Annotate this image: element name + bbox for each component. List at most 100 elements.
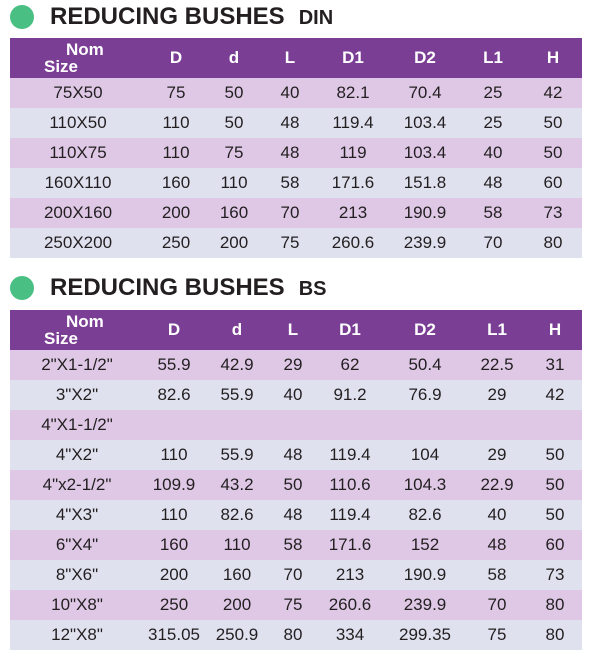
- din-section-title: REDUCING BUSHES DIN: [10, 2, 333, 32]
- value-cell: 82.6: [408, 505, 442, 524]
- table-row: 110X75 110 75 48 119 103.4 40 50: [10, 138, 582, 168]
- value-cell: 160: [159, 535, 189, 554]
- value-cell: 50: [543, 113, 563, 132]
- size-cell: 4"x2-1/2": [42, 475, 112, 494]
- bs-section-title: REDUCING BUSHES BS: [10, 273, 327, 303]
- value-cell: 55.9: [220, 445, 254, 464]
- value-cell: 119.4: [329, 505, 371, 524]
- value-cell: 76.9: [408, 385, 442, 404]
- header-D1: D1: [342, 48, 364, 67]
- value-cell: 110: [162, 143, 190, 162]
- table-row: 4"X2" 110 55.9 48 119.4 104 29 50: [10, 440, 582, 470]
- value-cell: 60: [543, 173, 563, 192]
- header-nom-size: Nom Size: [10, 310, 144, 350]
- value-cell: 104: [410, 445, 440, 464]
- size-cell: 75X50: [53, 83, 103, 102]
- value-cell: 22.5: [480, 355, 514, 374]
- value-cell: 29: [283, 355, 303, 374]
- table-row: 3"X2" 82.6 55.9 40 91.2 76.9 29 42: [10, 380, 582, 410]
- value-cell: 110: [160, 505, 188, 524]
- value-cell: 119.4: [332, 113, 374, 132]
- table-row: 200X160 200 160 70 213 190.9 58 73: [10, 198, 582, 228]
- value-cell: 48: [283, 445, 303, 464]
- size-cell: 2"X1-1/2": [41, 355, 113, 374]
- value-cell: 110: [223, 535, 251, 554]
- table-row: 4"x2-1/2" 109.9 43.2 50 110.6 104.3 22.9 50: [10, 470, 582, 500]
- value-cell: 42: [545, 385, 565, 404]
- value-cell: 50: [543, 143, 563, 162]
- value-cell: 40: [283, 385, 303, 404]
- value-cell: 50: [283, 475, 303, 494]
- value-cell: 239.9: [403, 595, 447, 614]
- value-cell: 62: [340, 355, 360, 374]
- value-cell: 250: [159, 595, 189, 614]
- value-cell: 40: [487, 505, 507, 524]
- header-D: D: [169, 48, 183, 67]
- header-H: H: [546, 48, 560, 67]
- value-cell: 213: [335, 565, 365, 584]
- value-cell: 103.4: [403, 143, 447, 162]
- value-cell: 29: [487, 385, 507, 404]
- header-d: d: [231, 320, 243, 339]
- value-cell: 70: [483, 233, 503, 252]
- value-cell: 260.6: [331, 233, 375, 252]
- value-cell: [144, 410, 204, 440]
- value-cell: 42.9: [220, 355, 254, 374]
- value-cell: 50: [545, 505, 565, 524]
- din-subtitle: DIN: [298, 6, 334, 29]
- value-cell: 109.9: [152, 475, 196, 494]
- value-cell: 48: [487, 535, 507, 554]
- table-header-row: Nom Size D d L D1 D2 L1 H: [10, 310, 582, 350]
- value-cell: 80: [543, 233, 563, 252]
- value-cell: 82.6: [157, 385, 191, 404]
- value-cell: 110: [220, 173, 248, 192]
- value-cell: 213: [338, 203, 368, 222]
- value-cell: 200: [159, 565, 189, 584]
- value-cell: 70: [283, 565, 303, 584]
- value-cell: 70.4: [408, 83, 442, 102]
- value-cell: 55.9: [220, 385, 254, 404]
- value-cell: 73: [545, 565, 565, 584]
- size-cell: 4"X1-1/2": [41, 415, 113, 434]
- value-cell: 171.6: [331, 173, 375, 192]
- table-header-row: Nom Size D d L D1 D2 L1 H: [10, 38, 582, 78]
- value-cell: 110.6: [329, 475, 371, 494]
- din-spec-table: Nom Size D d L D1 D2 L1 H 75X50 75 50 40 82.…: [10, 38, 582, 258]
- header-L1: L1: [487, 320, 507, 339]
- header-D2: D2: [414, 48, 436, 67]
- value-cell: 42: [543, 83, 563, 102]
- value-cell: [528, 410, 582, 440]
- value-cell: 75: [224, 143, 244, 162]
- table-row: 160X110 160 110 58 171.6 151.8 48 60: [10, 168, 582, 198]
- header-size: Size: [44, 57, 79, 76]
- table-row: 6"X4" 160 110 58 171.6 152 48 60: [10, 530, 582, 560]
- size-cell: 12"X8": [51, 625, 103, 644]
- value-cell: [204, 410, 270, 440]
- value-cell: 40: [483, 143, 503, 162]
- value-cell: 58: [483, 203, 503, 222]
- value-cell: 50: [545, 445, 565, 464]
- value-cell: 75: [166, 83, 186, 102]
- value-cell: [316, 410, 384, 440]
- bs-spec-table: Nom Size D d L D1 D2 L1 H 2"X1-1/2" 55.9 4…: [10, 310, 582, 650]
- table-row: 75X50 75 50 40 82.1 70.4 25 42: [10, 78, 582, 108]
- value-cell: [466, 410, 528, 440]
- value-cell: 75: [280, 233, 300, 252]
- size-cell: 4"X2": [55, 445, 99, 464]
- size-cell: 160X110: [44, 173, 112, 192]
- value-cell: 50.4: [408, 355, 442, 374]
- value-cell: 250.9: [215, 625, 259, 644]
- value-cell: 110: [162, 113, 190, 132]
- value-cell: 160: [161, 173, 191, 192]
- header-size: Size: [44, 329, 79, 348]
- value-cell: 50: [224, 113, 244, 132]
- value-cell: 82.6: [220, 505, 254, 524]
- table-row: 4"X3" 110 82.6 48 119.4 82.6 40 50: [10, 500, 582, 530]
- size-cell: 10"X8": [51, 595, 103, 614]
- header-nom-size: Nom Size: [10, 38, 146, 78]
- bullet-dot-icon: [10, 276, 34, 300]
- value-cell: 119: [339, 143, 367, 162]
- value-cell: 80: [283, 625, 303, 644]
- value-cell: 73: [543, 203, 563, 222]
- value-cell: 22.9: [480, 475, 514, 494]
